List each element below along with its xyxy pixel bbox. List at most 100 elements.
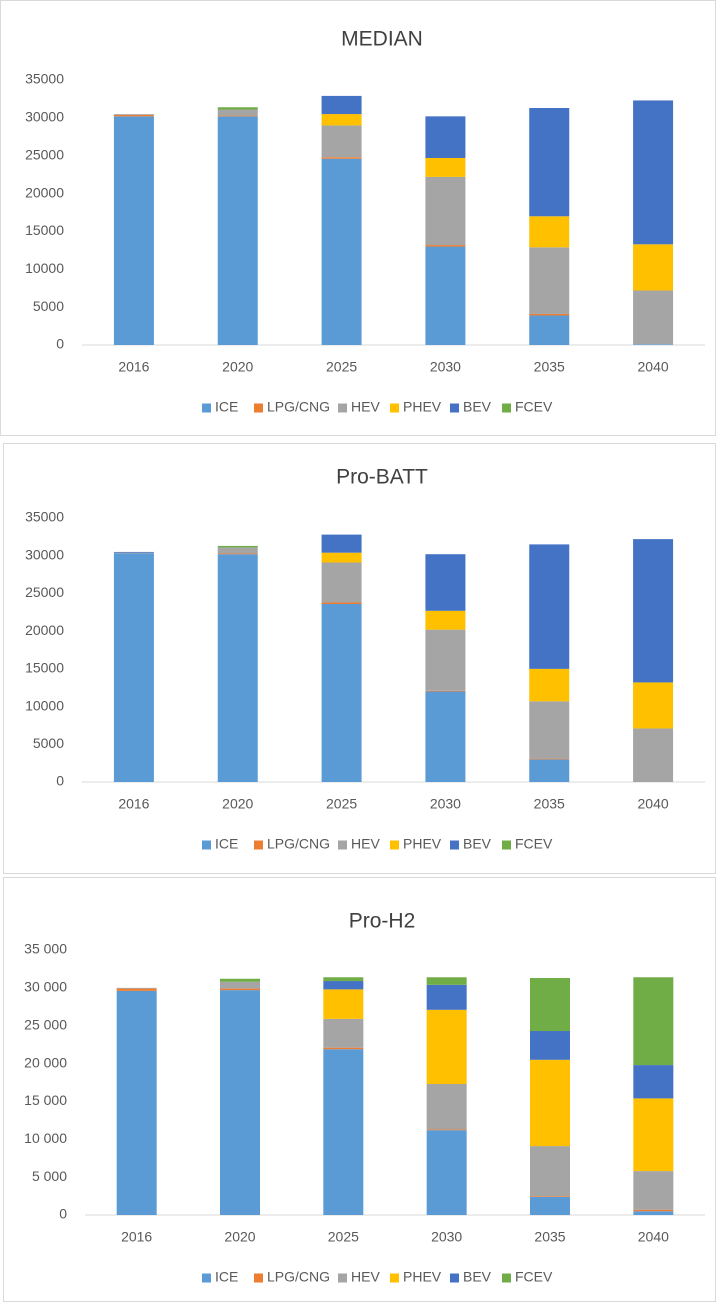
bar-segment	[425, 116, 466, 158]
bar-segment	[633, 1065, 674, 1099]
bar-segment	[217, 107, 258, 110]
y-tick-label: 10000	[25, 697, 64, 713]
bar-segment	[425, 245, 466, 247]
y-tick-label: 5000	[33, 735, 64, 751]
bar-segment	[323, 989, 364, 1019]
bar-segment	[425, 554, 466, 611]
legend-swatch	[202, 840, 211, 850]
x-tick-label: 2030	[430, 796, 461, 812]
bar-segment	[425, 246, 466, 345]
legend-swatch	[502, 1273, 511, 1283]
legend-swatch	[450, 403, 459, 413]
bar-segment	[425, 157, 466, 177]
bar-segment	[529, 313, 570, 316]
bar-segment	[633, 977, 674, 1066]
bar-segment	[220, 990, 260, 1215]
bar-segment	[321, 157, 362, 159]
legend-swatch	[338, 403, 347, 413]
bar-segment	[633, 1209, 674, 1212]
bar-segment	[321, 125, 362, 158]
bar-segment	[529, 668, 570, 702]
x-tick-label: 2035	[534, 1229, 565, 1245]
y-tick-label: 30000	[25, 546, 64, 562]
legend-label: BEV	[463, 1269, 492, 1285]
bar-segment	[425, 176, 466, 246]
bar-segment	[116, 990, 157, 1215]
y-tick-label: 15000	[25, 660, 64, 676]
legend-label: PHEV	[403, 836, 442, 852]
bar-segment	[529, 247, 570, 314]
bar-segment	[217, 116, 258, 345]
legend-label: ICE	[215, 836, 238, 852]
bar-segment	[321, 552, 362, 563]
x-tick-label: 2025	[326, 796, 357, 812]
bar-segment	[529, 544, 570, 669]
legend-swatch	[254, 1273, 263, 1283]
bar-segment	[113, 114, 154, 117]
bar-segment	[529, 759, 570, 782]
bar-segment	[220, 981, 260, 989]
bar-segment	[321, 562, 362, 603]
legend-swatch	[390, 840, 399, 850]
bar-segment	[113, 114, 154, 115]
bar-segment	[113, 552, 154, 554]
bar-segment	[425, 610, 466, 630]
bar-segment	[217, 109, 258, 116]
legend-label: BEV	[463, 399, 492, 415]
bar-segment	[323, 1047, 364, 1050]
bar-segment	[529, 315, 570, 345]
bar-segment	[321, 158, 362, 345]
bar-segment	[321, 95, 362, 115]
x-tick-label: 2020	[224, 1229, 255, 1245]
legend-swatch	[502, 403, 511, 413]
bar-segment	[426, 1084, 467, 1130]
x-tick-label: 2025	[328, 1229, 359, 1245]
bar-segment	[217, 547, 258, 554]
legend-label: BEV	[463, 836, 492, 852]
chart-title: MEDIAN	[341, 28, 423, 51]
bar-segment	[217, 545, 258, 548]
bar-segment	[530, 1146, 570, 1197]
y-tick-label: 5 000	[32, 1168, 67, 1184]
bar-segment	[426, 1129, 467, 1131]
y-tick-label: 25 000	[24, 1016, 67, 1032]
y-tick-label: 10 000	[24, 1130, 67, 1146]
legend-swatch	[390, 1273, 399, 1283]
y-tick-label: 35 000	[24, 941, 67, 957]
y-tick-label: 25000	[25, 584, 64, 600]
bar-segment	[425, 690, 466, 692]
y-tick-label: 10000	[25, 260, 64, 276]
legend-label: HEV	[351, 1269, 380, 1285]
bar-segment	[426, 977, 467, 985]
legend-label: PHEV	[403, 1269, 442, 1285]
bar-segment	[633, 290, 674, 345]
bar-segment	[116, 987, 157, 989]
y-tick-label: 30000	[25, 109, 64, 125]
y-tick-label: 15000	[25, 222, 64, 238]
bar-segment	[323, 1018, 364, 1048]
legend-label: HEV	[351, 836, 380, 852]
bar-segment	[529, 216, 570, 248]
y-tick-label: 20 000	[24, 1054, 67, 1070]
bar-segment	[633, 728, 674, 782]
bar-segment	[323, 1049, 364, 1215]
x-tick-label: 2040	[638, 359, 669, 375]
legend-swatch	[338, 840, 347, 850]
legend-label: ICE	[215, 399, 238, 415]
bar-segment	[217, 554, 258, 782]
y-tick-label: 35000	[25, 71, 64, 87]
legend-label: LPG/CNG	[267, 399, 330, 415]
bar-segment	[113, 116, 154, 345]
bar-segment	[529, 758, 570, 760]
legend-swatch	[202, 1273, 211, 1283]
x-tick-label: 2016	[121, 1229, 152, 1245]
bar-segment	[633, 244, 674, 291]
x-tick-label: 2040	[638, 1229, 669, 1245]
bar-segment	[530, 1059, 570, 1147]
x-tick-label: 2030	[430, 359, 461, 375]
y-tick-label: 5000	[33, 298, 64, 314]
y-tick-label: 20000	[25, 184, 64, 200]
bar-segment	[529, 701, 570, 759]
y-tick-label: 0	[56, 336, 64, 352]
bar-segment	[220, 988, 260, 991]
